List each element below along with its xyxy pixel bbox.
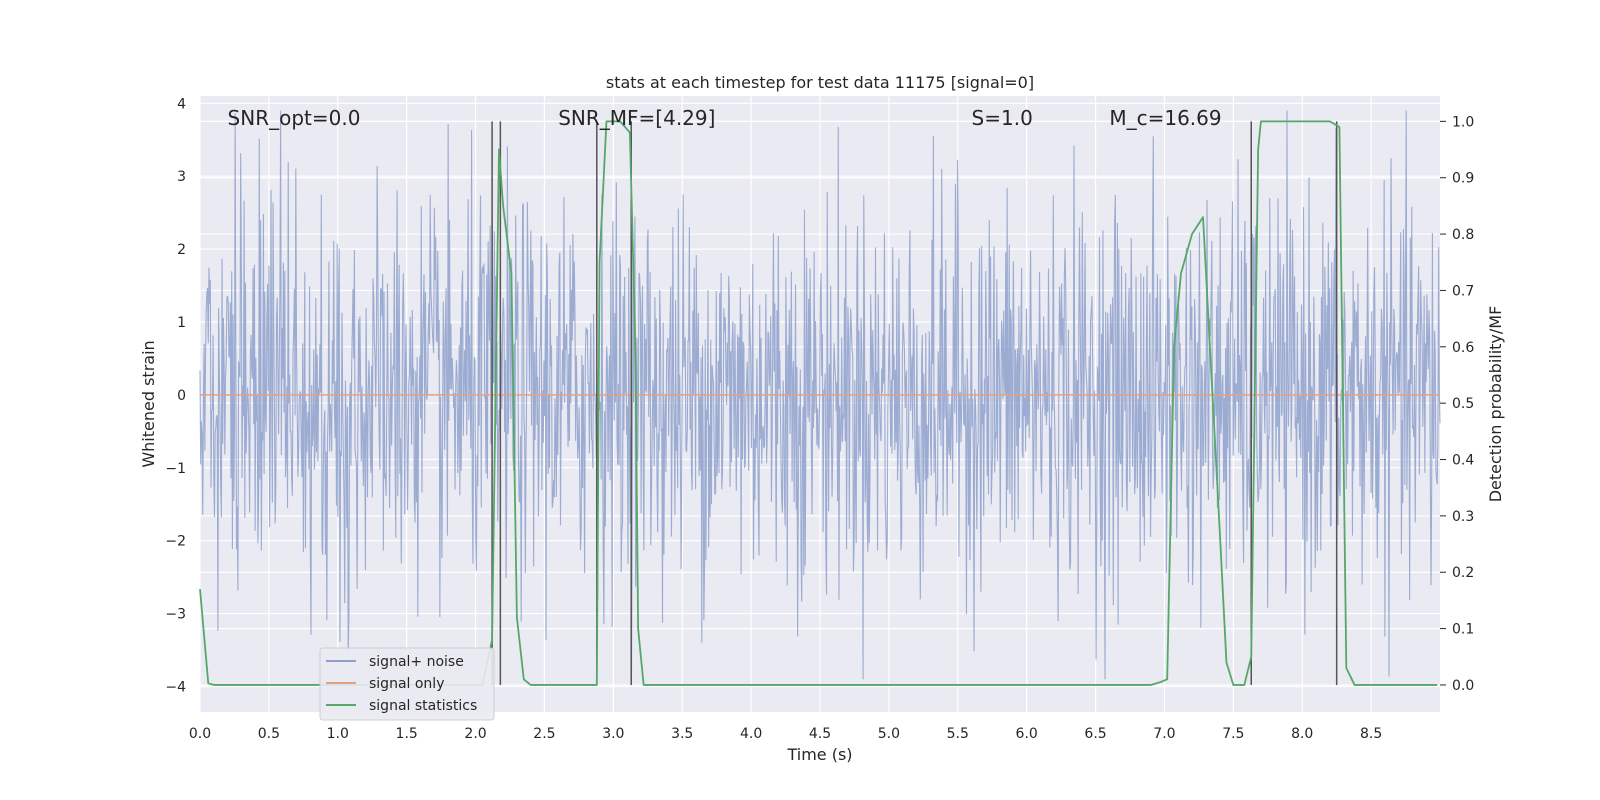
series-signal-noise [199, 110, 1441, 680]
y-axis-label-right: Detection probability/MF [1486, 306, 1505, 503]
x-tick-label: 7.0 [1153, 726, 1175, 742]
y-tick-label-right: 0.9 [1452, 171, 1474, 187]
y-tick-label-right: 0.1 [1452, 622, 1474, 638]
x-tick-label: 8.0 [1291, 726, 1313, 742]
legend-label-stats: signal statistics [369, 698, 477, 714]
x-tick-label: 0.0 [189, 726, 211, 742]
y-tick-label-left: −3 [165, 607, 186, 623]
annotations: SNR_opt=0.0 SNR_MF=[4.29] S=1.0 M_c=16.69 [228, 106, 1222, 130]
legend: signal+ noise signal only signal statist… [319, 647, 495, 721]
y-tick-label-right: 0.7 [1452, 283, 1474, 299]
y-tick-label-left: 1 [177, 315, 186, 331]
y-tick-label-left: 3 [177, 169, 186, 185]
x-tick-label: 4.5 [809, 726, 831, 742]
y-tick-label-left: 2 [177, 242, 186, 258]
y-tick-label-right: 0.0 [1452, 678, 1474, 694]
x-tick-label: 2.5 [533, 726, 555, 742]
y-axis-label-left: Whitened strain [139, 340, 158, 467]
x-tick-label: 3.5 [671, 726, 693, 742]
y-tick-label-left: 4 [177, 96, 186, 112]
legend-box [319, 647, 495, 721]
annotation-text: M_c=16.69 [1109, 106, 1221, 130]
legend-label-noise: signal+ noise [369, 654, 464, 670]
y-tick-label-right: 0.8 [1452, 227, 1474, 243]
axis-ticks: 0.0 0.5 1.0 1.5 2.0 2.5 3.0 3.5 4.0 4.5 5.0 5.5 6.0 6… [165, 96, 1474, 742]
noise-series [199, 110, 1441, 680]
x-tick-label: 6.0 [1016, 726, 1038, 742]
y-tick-label-right: 0.3 [1452, 509, 1474, 525]
annotation-text: S=1.0 [972, 106, 1033, 130]
chart-title: stats at each timestep for test data 111… [606, 73, 1034, 92]
annotation-text: SNR_MF=[4.29] [558, 106, 715, 130]
y-tick-label-right: 0.4 [1452, 453, 1474, 469]
x-tick-label: 2.0 [464, 726, 486, 742]
annotation-text: SNR_opt=0.0 [228, 106, 361, 130]
x-tick-label: 4.0 [740, 726, 762, 742]
y-tick-label-right: 1.0 [1452, 114, 1474, 130]
y-tick-label-right: 0.5 [1452, 396, 1474, 412]
x-tick-label: 6.5 [1084, 726, 1106, 742]
y-tick-label-left: −2 [165, 534, 186, 550]
x-tick-label: 3.0 [602, 726, 624, 742]
y-tick-label-right: 0.2 [1452, 565, 1474, 581]
legend-label-signal: signal only [369, 676, 444, 692]
x-tick-label: 0.5 [258, 726, 280, 742]
y-tick-label-left: −1 [165, 461, 186, 477]
x-tick-label: 1.0 [327, 726, 349, 742]
series-signal-statistics [199, 120, 1438, 686]
series-lines [199, 120, 1440, 686]
x-tick-label: 5.5 [947, 726, 969, 742]
y-tick-label-right: 0.6 [1452, 340, 1474, 356]
x-tick-label: 7.5 [1222, 726, 1244, 742]
x-tick-label: 8.5 [1360, 726, 1382, 742]
x-tick-label: 1.5 [396, 726, 418, 742]
x-axis-label: Time (s) [786, 745, 852, 764]
x-tick-label: 5.0 [878, 726, 900, 742]
y-tick-label-left: −4 [165, 679, 186, 695]
y-tick-label-left: 0 [177, 388, 186, 404]
